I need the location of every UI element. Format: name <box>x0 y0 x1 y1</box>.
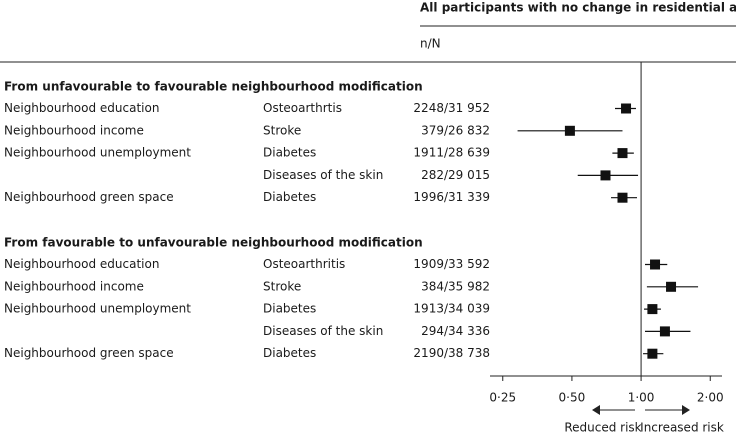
x-tick-label: 0·25 <box>489 391 516 405</box>
header: All participants with no change in resid… <box>420 1 736 15</box>
outcome: Diseases of the skin <box>263 168 383 182</box>
exposure: Neighbourhood education <box>4 257 159 271</box>
column-label: n/N <box>420 37 441 51</box>
outcome: Osteoarthrtis <box>263 101 342 115</box>
estimate-marker <box>617 192 628 203</box>
n-n: 2190/38 738 <box>413 346 490 360</box>
estimate-marker <box>600 170 611 181</box>
outcome: Osteoarthritis <box>263 257 345 271</box>
outcome: Diseases of the skin <box>263 324 383 338</box>
exposure: Neighbourhood green space <box>4 190 174 204</box>
estimate-marker <box>647 304 658 315</box>
outcome: Stroke <box>263 123 301 137</box>
x-tick-label: 1·00 <box>628 391 655 405</box>
n-n: 294/34 336 <box>421 324 490 338</box>
x-tick-label: 2·00 <box>697 391 724 405</box>
x-tick-label: 0·50 <box>559 391 586 405</box>
increased-label: Increased risk <box>640 421 724 433</box>
n-n: 384/35 982 <box>421 279 490 293</box>
exposure: Neighbourhood income <box>4 279 144 293</box>
estimate-marker <box>666 281 677 292</box>
n-n: 1909/33 592 <box>413 257 490 271</box>
n-n: 379/26 832 <box>421 123 490 137</box>
estimate-marker <box>647 348 658 359</box>
n-n: 282/29 015 <box>421 168 490 182</box>
estimate-marker <box>564 125 575 136</box>
n-n: 1911/28 639 <box>413 146 490 160</box>
outcome: Diabetes <box>263 302 316 316</box>
exposure: Neighbourhood education <box>4 101 159 115</box>
exposure: Neighbourhood unemployment <box>4 302 191 316</box>
outcome: Diabetes <box>263 190 316 204</box>
exposure: Neighbourhood unemployment <box>4 146 191 160</box>
group-heading: From unfavourable to favourable neighbou… <box>4 80 423 94</box>
outcome: Stroke <box>263 279 301 293</box>
arrow-head <box>682 405 690 415</box>
n-n: 1913/34 039 <box>413 302 490 316</box>
arrow-head <box>592 405 600 415</box>
exposure: Neighbourhood income <box>4 123 144 137</box>
reduced-label: Reduced risk <box>564 421 641 433</box>
estimate-marker <box>617 148 628 159</box>
estimate-marker <box>650 259 661 270</box>
outcome: Diabetes <box>263 346 316 360</box>
estimate-marker <box>659 326 670 337</box>
outcome: Diabetes <box>263 146 316 160</box>
n-n: 1996/31 339 <box>413 190 490 204</box>
n-n: 2248/31 952 <box>413 101 490 115</box>
estimate-marker <box>621 103 632 114</box>
group-heading: From favourable to unfavourable neighbou… <box>4 236 423 250</box>
exposure: Neighbourhood green space <box>4 346 174 360</box>
